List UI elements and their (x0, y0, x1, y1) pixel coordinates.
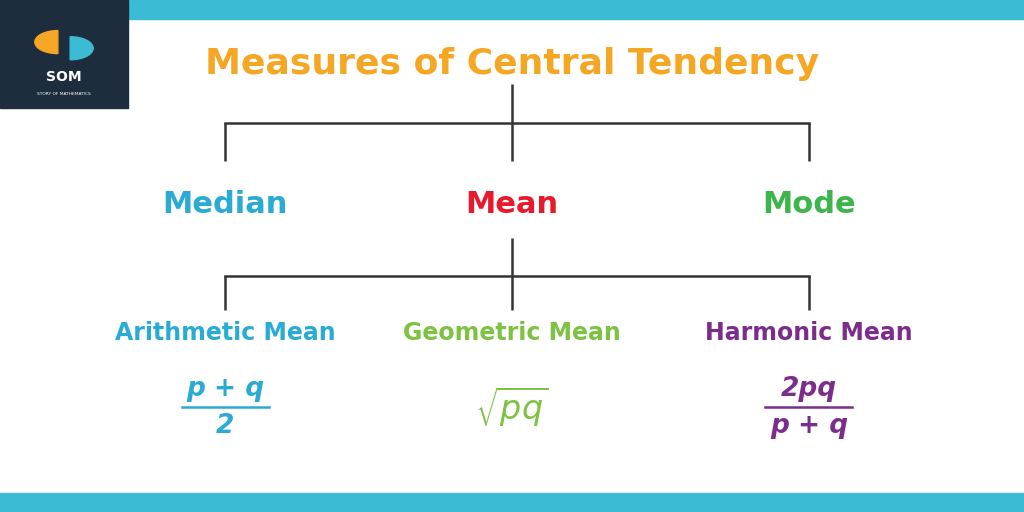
Wedge shape (35, 31, 57, 54)
Bar (0, 0, 128, 108)
Text: Mean: Mean (466, 190, 558, 219)
Text: 2pq: 2pq (781, 376, 837, 402)
Wedge shape (70, 37, 93, 60)
Text: 2: 2 (216, 413, 234, 439)
Text: $\sqrt{pq}$: $\sqrt{pq}$ (475, 385, 549, 429)
Bar (0, 493, 1024, 512)
Text: STORY OF MATHEMATICS: STORY OF MATHEMATICS (37, 92, 91, 96)
Text: Geometric Mean: Geometric Mean (403, 321, 621, 345)
Text: SOM: SOM (46, 71, 82, 84)
Text: p + q: p + q (186, 376, 264, 402)
Bar (0, 0, 1024, 19)
Text: Harmonic Mean: Harmonic Mean (706, 321, 912, 345)
Text: Median: Median (163, 190, 288, 219)
Text: Arithmetic Mean: Arithmetic Mean (115, 321, 336, 345)
Text: Measures of Central Tendency: Measures of Central Tendency (205, 47, 819, 81)
Text: p + q: p + q (770, 413, 848, 439)
Text: Mode: Mode (762, 190, 856, 219)
